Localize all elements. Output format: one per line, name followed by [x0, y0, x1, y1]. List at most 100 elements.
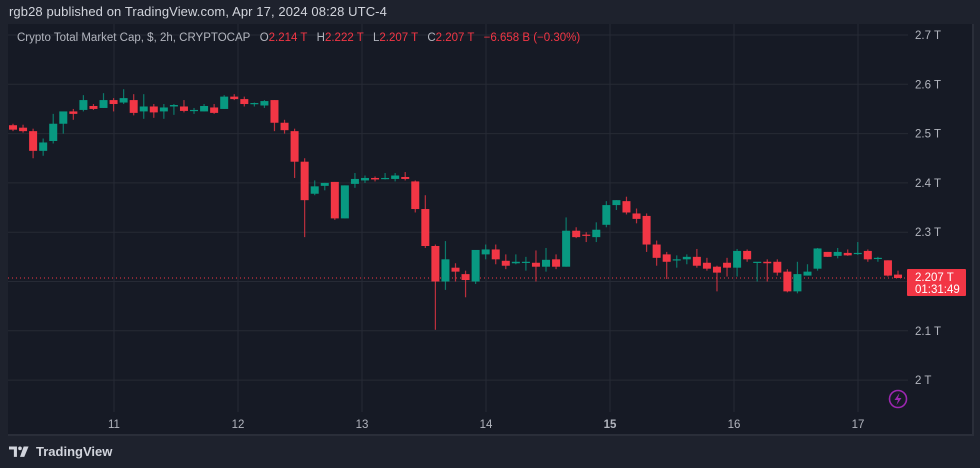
candle[interactable]	[179, 100, 188, 113]
candle[interactable]	[632, 208, 641, 224]
candle[interactable]	[883, 260, 892, 277]
candle[interactable]	[682, 254, 691, 265]
high-value: 2.222 T	[324, 32, 364, 44]
candle[interactable]	[823, 251, 832, 257]
candle[interactable]	[49, 113, 58, 144]
candle[interactable]	[723, 257, 732, 277]
candle[interactable]	[853, 242, 862, 255]
candle[interactable]	[9, 123, 17, 132]
x-tick-label: 15	[604, 419, 617, 431]
candle[interactable]	[843, 249, 852, 256]
candle[interactable]	[511, 254, 520, 265]
candle[interactable]	[220, 95, 229, 109]
tradingview-logo-icon	[9, 446, 29, 457]
candle[interactable]	[371, 176, 380, 182]
candle[interactable]	[753, 261, 762, 282]
candle[interactable]	[350, 173, 359, 188]
candle[interactable]	[391, 173, 400, 182]
candle[interactable]	[381, 173, 390, 180]
candle[interactable]	[733, 248, 742, 277]
candle[interactable]	[652, 240, 661, 266]
candle[interactable]	[230, 94, 239, 101]
chart-panel[interactable]	[8, 24, 974, 436]
candle[interactable]	[803, 264, 812, 276]
candle[interactable]	[159, 104, 168, 119]
candle[interactable]	[290, 128, 299, 178]
candle[interactable]	[59, 111, 68, 134]
candle[interactable]	[270, 100, 279, 132]
candle[interactable]	[441, 241, 450, 290]
candle[interactable]	[461, 270, 470, 298]
candle[interactable]	[39, 138, 48, 156]
candle[interactable]	[99, 93, 108, 108]
footer-brand-text[interactable]: TradingView	[36, 444, 113, 459]
candle[interactable]	[119, 89, 128, 105]
candle[interactable]	[411, 180, 420, 213]
candle[interactable]	[190, 107, 199, 114]
candle[interactable]	[501, 254, 510, 270]
candle[interactable]	[692, 248, 701, 268]
candle[interactable]	[521, 256, 530, 271]
candle[interactable]	[592, 222, 601, 243]
y-axis[interactable]: 2.7 T2.6 T2.5 T2.4 T2.3 T2.2 T2.1 T2 T	[915, 30, 941, 387]
candle[interactable]	[542, 247, 551, 272]
candle[interactable]	[260, 100, 269, 108]
candle[interactable]	[642, 213, 651, 252]
candle[interactable]	[783, 269, 792, 293]
candle[interactable]	[562, 217, 571, 267]
candle[interactable]	[109, 98, 118, 112]
candle[interactable]	[491, 244, 500, 265]
candle[interactable]	[813, 247, 822, 271]
candle[interactable]	[622, 196, 631, 215]
candle[interactable]	[320, 182, 329, 191]
candle[interactable]	[19, 124, 28, 133]
candle[interactable]	[340, 185, 349, 219]
candle[interactable]	[149, 104, 158, 118]
candle[interactable]	[240, 96, 249, 107]
candle[interactable]	[712, 265, 721, 292]
candle[interactable]	[210, 104, 219, 114]
candle[interactable]	[662, 251, 671, 280]
candle[interactable]	[250, 102, 259, 107]
candle[interactable]	[169, 104, 178, 115]
candle[interactable]	[200, 104, 209, 112]
candle[interactable]	[129, 94, 138, 116]
candle[interactable]	[360, 175, 369, 183]
candle[interactable]	[894, 270, 902, 279]
candle[interactable]	[69, 108, 78, 120]
candle[interactable]	[310, 180, 319, 196]
candle[interactable]	[139, 94, 148, 119]
candle[interactable]	[702, 257, 711, 271]
close-label: C	[427, 32, 436, 44]
candle[interactable]	[552, 254, 561, 270]
lightning-icon[interactable]	[888, 389, 908, 409]
candle[interactable]	[481, 244, 490, 260]
candle[interactable]	[612, 200, 621, 211]
candle[interactable]	[79, 95, 88, 112]
candle[interactable]	[602, 201, 611, 228]
candle[interactable]	[773, 259, 782, 276]
candle[interactable]	[863, 249, 872, 262]
candle[interactable]	[763, 259, 772, 282]
candle[interactable]	[300, 158, 309, 238]
candle[interactable]	[471, 249, 480, 284]
candle[interactable]	[672, 255, 681, 268]
candle[interactable]	[29, 128, 38, 159]
candle[interactable]	[572, 227, 581, 239]
symbol-description[interactable]: Crypto Total Market Cap, $, 2h, CRYPTOCA…	[17, 32, 251, 44]
candle[interactable]	[431, 244, 440, 330]
candle[interactable]	[582, 232, 591, 243]
candle[interactable]	[833, 247, 842, 259]
candle[interactable]	[330, 181, 339, 220]
candle[interactable]	[280, 119, 289, 134]
candle[interactable]	[89, 104, 98, 110]
candle[interactable]	[531, 250, 540, 282]
x-axis[interactable]: 11 12 13 14 15 16 17	[108, 419, 864, 431]
candle[interactable]	[793, 261, 802, 294]
candle[interactable]	[451, 263, 460, 282]
candle[interactable]	[743, 249, 752, 262]
candle[interactable]	[873, 256, 882, 262]
candle[interactable]	[421, 195, 430, 248]
candle[interactable]	[401, 172, 410, 181]
